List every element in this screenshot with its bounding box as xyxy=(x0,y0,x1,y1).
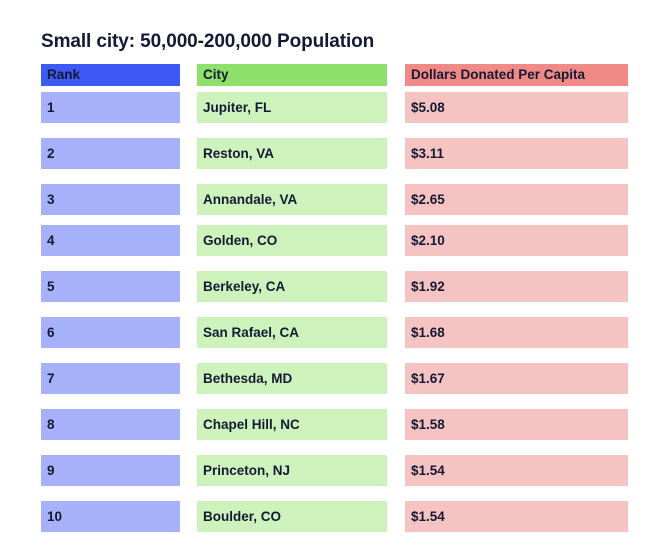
amount-cell: $2.10 xyxy=(405,225,628,256)
city-cell: Princeton, NJ xyxy=(197,455,387,486)
rank-cell: 10 xyxy=(41,501,180,532)
rank-header: Rank xyxy=(41,64,180,86)
city-column: City Jupiter, FL Reston, VA Annandale, VA G… xyxy=(197,64,387,532)
amount-column: Dollars Donated Per Capita $5.08 $3.11 $2.… xyxy=(405,64,628,532)
rank-cell: 5 xyxy=(41,271,180,302)
rank-column: Rank 1 2 3 4 5 6 7 8 9 10 xyxy=(41,64,180,532)
city-cell: Golden, CO xyxy=(197,225,387,256)
amount-cell: $1.68 xyxy=(405,317,628,348)
amount-cell: $1.58 xyxy=(405,409,628,440)
amount-header: Dollars Donated Per Capita xyxy=(405,64,628,86)
amount-cell: $3.11 xyxy=(405,138,628,169)
city-cell: Chapel Hill, NC xyxy=(197,409,387,440)
rank-cell: 1 xyxy=(41,92,180,123)
city-cell: Reston, VA xyxy=(197,138,387,169)
city-cell: Berkeley, CA xyxy=(197,271,387,302)
rank-cell: 8 xyxy=(41,409,180,440)
rank-cell: 7 xyxy=(41,363,180,394)
city-header: City xyxy=(197,64,387,86)
amount-cell: $1.92 xyxy=(405,271,628,302)
city-cell: Boulder, CO xyxy=(197,501,387,532)
rank-cell: 4 xyxy=(41,225,180,256)
amount-cell: $1.67 xyxy=(405,363,628,394)
city-cell: Annandale, VA xyxy=(197,184,387,215)
amount-cell: $1.54 xyxy=(405,501,628,532)
city-cell: Bethesda, MD xyxy=(197,363,387,394)
amount-cell: $2.65 xyxy=(405,184,628,215)
rank-cell: 2 xyxy=(41,138,180,169)
rank-cell: 3 xyxy=(41,184,180,215)
rank-cell: 6 xyxy=(41,317,180,348)
amount-cell: $5.08 xyxy=(405,92,628,123)
table-title: Small city: 50,000-200,000 Population xyxy=(41,31,375,52)
rank-cell: 9 xyxy=(41,455,180,486)
amount-cell: $1.54 xyxy=(405,455,628,486)
city-cell: San Rafael, CA xyxy=(197,317,387,348)
city-cell: Jupiter, FL xyxy=(197,92,387,123)
